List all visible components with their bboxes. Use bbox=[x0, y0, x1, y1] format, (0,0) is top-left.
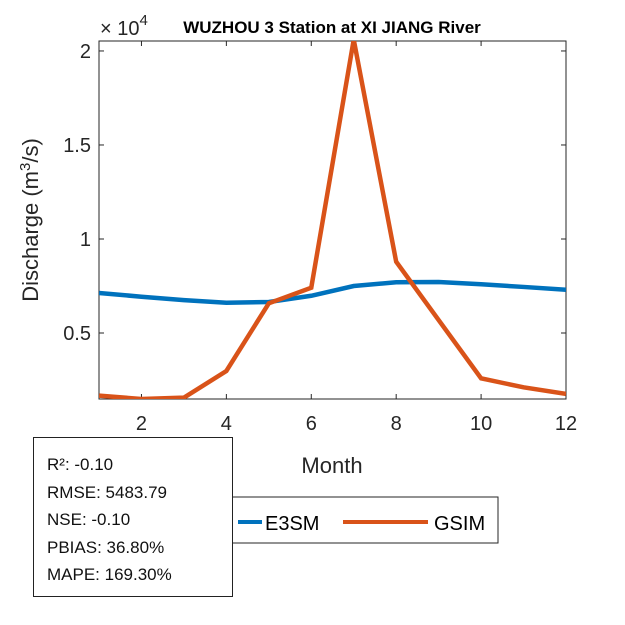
stat-mape: MAPE: 169.30% bbox=[47, 565, 172, 584]
x-axis-label: Month bbox=[301, 453, 362, 478]
series-line-e3sm bbox=[99, 279, 566, 305]
x-tick-label: 2 bbox=[136, 413, 147, 435]
plot-area bbox=[98, 40, 567, 400]
stat-pbias: PBIAS: 36.80% bbox=[47, 537, 165, 557]
stats-box: R²: -0.10 RMSE: 5483.79 NSE: -0.10 PBIAS… bbox=[33, 437, 233, 597]
stat-r2: R²: -0.10 bbox=[47, 455, 114, 474]
legend-label-gsim: GSIM bbox=[434, 513, 485, 535]
y-tick-label: 0.5 bbox=[63, 323, 91, 345]
x-tick-label: 4 bbox=[221, 413, 232, 435]
legend: E3SM GSIM bbox=[231, 496, 499, 544]
y-axis-label: Discharge (m3/s) bbox=[17, 138, 43, 302]
stat-rmse: RMSE: 5483.79 bbox=[47, 482, 168, 502]
stat-nse: NSE: -0.10 bbox=[47, 510, 131, 529]
chart-title: WUZHOU 3 Station at XI JIANG River bbox=[183, 18, 481, 37]
y-tick-label: 1.5 bbox=[63, 135, 91, 157]
series-line-gsim bbox=[99, 41, 566, 399]
y-tick-label: 1 bbox=[80, 229, 91, 251]
x-tick-label: 8 bbox=[391, 413, 402, 435]
y-tick-label: 2 bbox=[80, 41, 91, 63]
x-tick-label: 6 bbox=[306, 413, 317, 435]
x-tick-label: 12 bbox=[555, 413, 577, 435]
x-tick-label: 10 bbox=[470, 413, 492, 435]
y-exponent-label: × 104 bbox=[100, 12, 148, 40]
legend-label-e3sm: E3SM bbox=[265, 513, 319, 535]
